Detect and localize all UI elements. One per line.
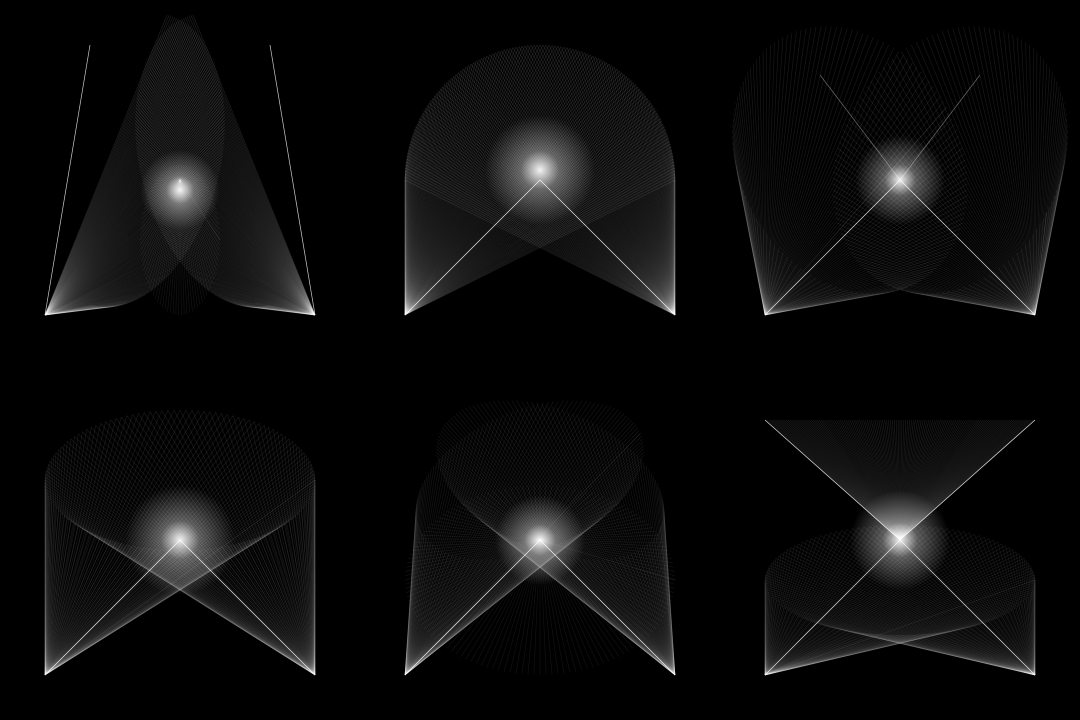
panel-1	[44, 14, 316, 316]
glow-highlight	[855, 135, 945, 225]
glow-highlight	[140, 150, 220, 230]
panel-2	[404, 44, 676, 316]
glow-highlight	[495, 495, 585, 585]
glow-highlight	[485, 115, 595, 225]
panel-4	[44, 409, 316, 676]
panel-5	[404, 400, 676, 676]
glow-highlight	[850, 490, 950, 590]
panel-3	[732, 26, 1068, 316]
glow-highlight	[125, 485, 235, 595]
panel-6	[764, 419, 1036, 676]
